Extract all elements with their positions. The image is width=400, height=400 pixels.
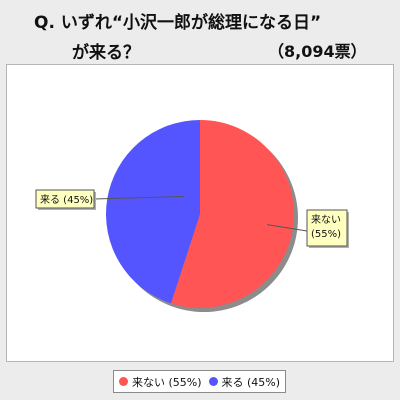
chart-title-line2: が来る？ [72, 43, 140, 63]
pie-slice-kuru [105, 120, 200, 304]
legend-dot-kuru [208, 377, 218, 386]
data-label-box-kuru [35, 189, 95, 209]
label-leader-kuru [93, 195, 185, 200]
legend-item-kona: 来ない (55%) [118, 374, 202, 390]
data-label-text-kuru: 来る (45%) [40, 194, 93, 206]
legend-dot-kona [118, 377, 128, 386]
data-label-text-kona: (55%) [311, 229, 341, 240]
legend-item-kuru: 来る (45%) [208, 374, 281, 390]
label-leader-kona [267, 224, 308, 232]
data-label-box-kona [306, 209, 348, 247]
legend-label-kona: 来ない (55%) [131, 375, 202, 389]
pie-slice-kona [170, 120, 294, 308]
data-label-text-kona: 来ない [311, 214, 341, 226]
legend: 来ない (55%) 来る (45%) [113, 370, 286, 393]
vote-count: （8,094票） [268, 42, 367, 61]
legend-label-kuru: 来る (45%) [221, 375, 281, 389]
chart-title-line1: Q. いずれ“小沢一郎が総理になる日” [34, 13, 322, 33]
